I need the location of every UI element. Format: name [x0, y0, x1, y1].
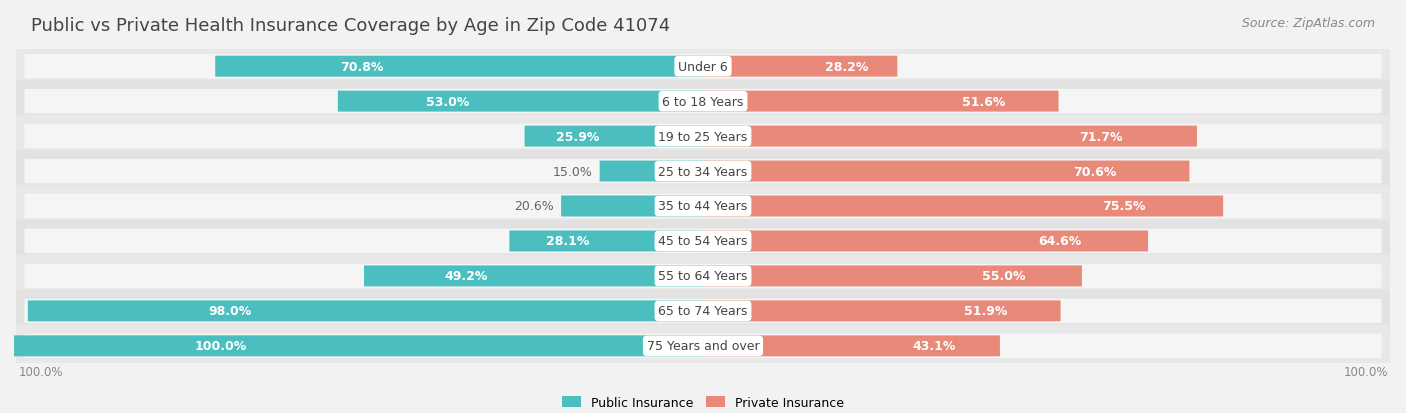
- FancyBboxPatch shape: [599, 161, 703, 182]
- Text: 19 to 25 Years: 19 to 25 Years: [658, 130, 748, 143]
- Text: 25.9%: 25.9%: [557, 130, 600, 143]
- FancyBboxPatch shape: [28, 301, 703, 322]
- Text: 70.8%: 70.8%: [340, 61, 384, 74]
- Text: 53.0%: 53.0%: [426, 95, 470, 108]
- Text: 55.0%: 55.0%: [981, 270, 1025, 283]
- Text: 98.0%: 98.0%: [208, 305, 252, 318]
- Text: 49.2%: 49.2%: [444, 270, 488, 283]
- FancyBboxPatch shape: [24, 264, 1382, 288]
- FancyBboxPatch shape: [703, 126, 1197, 147]
- FancyBboxPatch shape: [24, 229, 1382, 254]
- FancyBboxPatch shape: [703, 335, 1000, 356]
- Text: 71.7%: 71.7%: [1080, 130, 1123, 143]
- FancyBboxPatch shape: [703, 266, 1083, 287]
- FancyBboxPatch shape: [337, 91, 703, 112]
- Text: 28.1%: 28.1%: [546, 235, 589, 248]
- Text: Public vs Private Health Insurance Coverage by Age in Zip Code 41074: Public vs Private Health Insurance Cover…: [31, 17, 671, 34]
- FancyBboxPatch shape: [24, 194, 1382, 219]
- FancyBboxPatch shape: [509, 231, 703, 252]
- FancyBboxPatch shape: [15, 220, 1391, 263]
- Text: 20.6%: 20.6%: [515, 200, 554, 213]
- FancyBboxPatch shape: [15, 255, 1391, 297]
- FancyBboxPatch shape: [15, 116, 1391, 158]
- FancyBboxPatch shape: [24, 125, 1382, 149]
- FancyBboxPatch shape: [215, 57, 703, 78]
- FancyBboxPatch shape: [703, 301, 1060, 322]
- Text: 65 to 74 Years: 65 to 74 Years: [658, 305, 748, 318]
- Text: 75.5%: 75.5%: [1102, 200, 1144, 213]
- Text: 43.1%: 43.1%: [912, 339, 956, 352]
- Text: 64.6%: 64.6%: [1038, 235, 1081, 248]
- Legend: Public Insurance, Private Insurance: Public Insurance, Private Insurance: [557, 391, 849, 413]
- Text: 35 to 44 Years: 35 to 44 Years: [658, 200, 748, 213]
- FancyBboxPatch shape: [24, 299, 1382, 323]
- FancyBboxPatch shape: [703, 57, 897, 78]
- Text: 25 to 34 Years: 25 to 34 Years: [658, 165, 748, 178]
- Text: 100.0%: 100.0%: [18, 365, 63, 378]
- FancyBboxPatch shape: [15, 185, 1391, 228]
- FancyBboxPatch shape: [703, 196, 1223, 217]
- FancyBboxPatch shape: [15, 325, 1391, 367]
- Text: 70.6%: 70.6%: [1073, 165, 1116, 178]
- Text: Source: ZipAtlas.com: Source: ZipAtlas.com: [1241, 17, 1375, 29]
- Text: 55 to 64 Years: 55 to 64 Years: [658, 270, 748, 283]
- FancyBboxPatch shape: [24, 159, 1382, 184]
- FancyBboxPatch shape: [24, 334, 1382, 358]
- Text: 100.0%: 100.0%: [1343, 365, 1388, 378]
- FancyBboxPatch shape: [24, 55, 1382, 79]
- Text: 51.9%: 51.9%: [963, 305, 1007, 318]
- FancyBboxPatch shape: [524, 126, 703, 147]
- FancyBboxPatch shape: [364, 266, 703, 287]
- Text: 45 to 54 Years: 45 to 54 Years: [658, 235, 748, 248]
- FancyBboxPatch shape: [15, 150, 1391, 193]
- FancyBboxPatch shape: [15, 290, 1391, 332]
- Text: 51.6%: 51.6%: [962, 95, 1005, 108]
- Text: 6 to 18 Years: 6 to 18 Years: [662, 95, 744, 108]
- Text: Under 6: Under 6: [678, 61, 728, 74]
- Text: 28.2%: 28.2%: [825, 61, 868, 74]
- FancyBboxPatch shape: [24, 90, 1382, 114]
- FancyBboxPatch shape: [703, 91, 1059, 112]
- Text: 15.0%: 15.0%: [553, 165, 593, 178]
- FancyBboxPatch shape: [703, 231, 1149, 252]
- FancyBboxPatch shape: [703, 161, 1189, 182]
- FancyBboxPatch shape: [561, 196, 703, 217]
- FancyBboxPatch shape: [14, 335, 703, 356]
- FancyBboxPatch shape: [15, 46, 1391, 88]
- FancyBboxPatch shape: [15, 81, 1391, 123]
- Text: 75 Years and over: 75 Years and over: [647, 339, 759, 352]
- Text: 100.0%: 100.0%: [194, 339, 247, 352]
